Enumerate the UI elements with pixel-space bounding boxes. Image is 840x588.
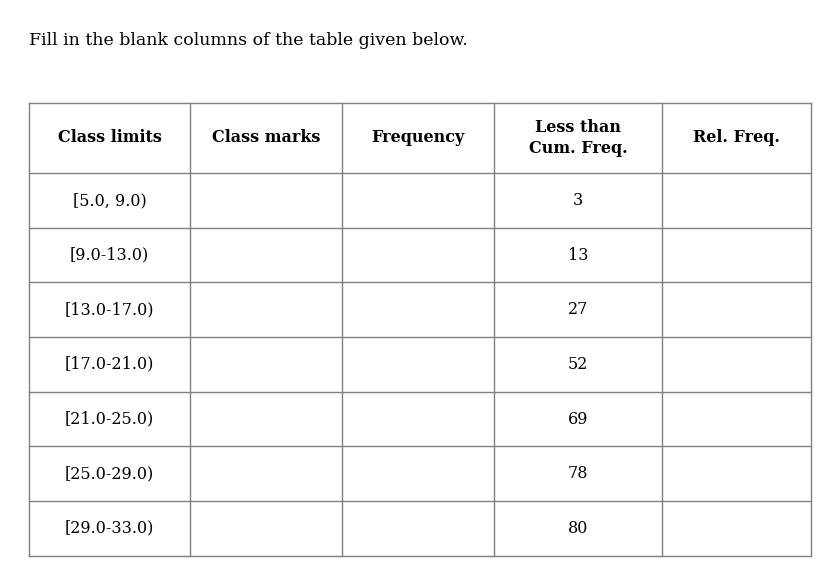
Text: Class marks: Class marks bbox=[212, 129, 320, 146]
Text: Class limits: Class limits bbox=[57, 129, 161, 146]
Text: [29.0-33.0): [29.0-33.0) bbox=[65, 520, 155, 537]
Text: [25.0-29.0): [25.0-29.0) bbox=[65, 465, 154, 482]
Text: [17.0-21.0): [17.0-21.0) bbox=[65, 356, 155, 373]
Text: [5.0, 9.0): [5.0, 9.0) bbox=[72, 192, 146, 209]
Text: 13: 13 bbox=[568, 246, 589, 263]
Text: [13.0-17.0): [13.0-17.0) bbox=[65, 301, 155, 318]
Text: 3: 3 bbox=[573, 192, 583, 209]
Text: 78: 78 bbox=[568, 465, 589, 482]
Text: [21.0-25.0): [21.0-25.0) bbox=[65, 410, 154, 427]
Text: Rel. Freq.: Rel. Freq. bbox=[693, 129, 780, 146]
Text: 80: 80 bbox=[568, 520, 588, 537]
Text: 69: 69 bbox=[568, 410, 589, 427]
Text: [9.0-13.0): [9.0-13.0) bbox=[70, 246, 149, 263]
Text: 27: 27 bbox=[568, 301, 588, 318]
Text: 52: 52 bbox=[568, 356, 588, 373]
Text: Frequency: Frequency bbox=[371, 129, 465, 146]
Text: Fill in the blank columns of the table given below.: Fill in the blank columns of the table g… bbox=[29, 32, 468, 49]
Text: Less than
Cum. Freq.: Less than Cum. Freq. bbox=[529, 119, 627, 157]
